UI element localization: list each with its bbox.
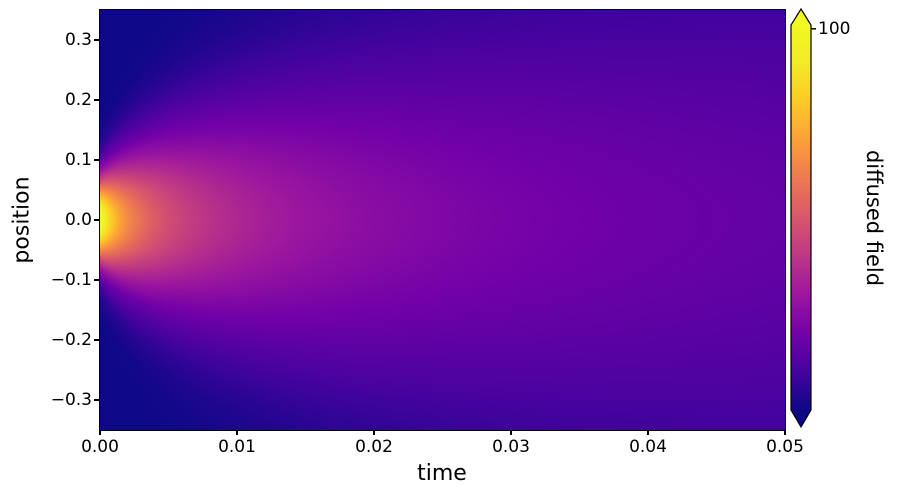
- heatmap-canvas: [100, 10, 785, 430]
- x-tick-label: 0.04: [629, 437, 667, 457]
- x-tick-mark: [784, 430, 786, 435]
- x-tick-label: 0.00: [81, 437, 119, 457]
- y-tick-mark: [94, 39, 99, 41]
- y-tick-label: 0.2: [64, 90, 92, 110]
- colorbar-gradient: [791, 25, 811, 410]
- y-tick-label: 0.0: [64, 210, 92, 230]
- plot-area: [99, 9, 786, 431]
- x-tick-label: 0.03: [492, 437, 530, 457]
- y-tick-mark: [94, 99, 99, 101]
- colorbar-label: diffused field: [862, 149, 886, 287]
- y-tick-mark: [94, 219, 99, 221]
- y-tick-label: −0.1: [50, 270, 92, 290]
- y-tick-mark: [94, 279, 99, 281]
- x-tick-mark: [236, 430, 238, 435]
- y-tick-label: −0.2: [50, 330, 92, 350]
- x-tick-label: 0.02: [355, 437, 393, 457]
- colorbar: [790, 7, 816, 429]
- y-tick-mark: [94, 399, 99, 401]
- y-tick-label: −0.3: [50, 390, 92, 410]
- colorbar-tick-label: 100: [818, 18, 851, 39]
- y-tick-mark: [94, 159, 99, 161]
- x-tick-label: 0.01: [218, 437, 256, 457]
- y-tick-label: 0.3: [64, 30, 92, 50]
- x-tick-mark: [373, 430, 375, 435]
- x-tick-mark: [647, 430, 649, 435]
- colorbar-extend-min-arrow: [791, 410, 811, 427]
- y-tick-label: 0.1: [64, 150, 92, 170]
- y-tick-mark: [94, 339, 99, 341]
- y-axis-label: position: [9, 176, 35, 264]
- colorbar-extend-max-arrow: [791, 9, 811, 25]
- x-axis-label: time: [417, 461, 467, 486]
- x-tick-mark: [510, 430, 512, 435]
- x-tick-label: 0.05: [766, 437, 804, 457]
- colorbar-outline: [790, 7, 812, 429]
- x-tick-mark: [99, 430, 101, 435]
